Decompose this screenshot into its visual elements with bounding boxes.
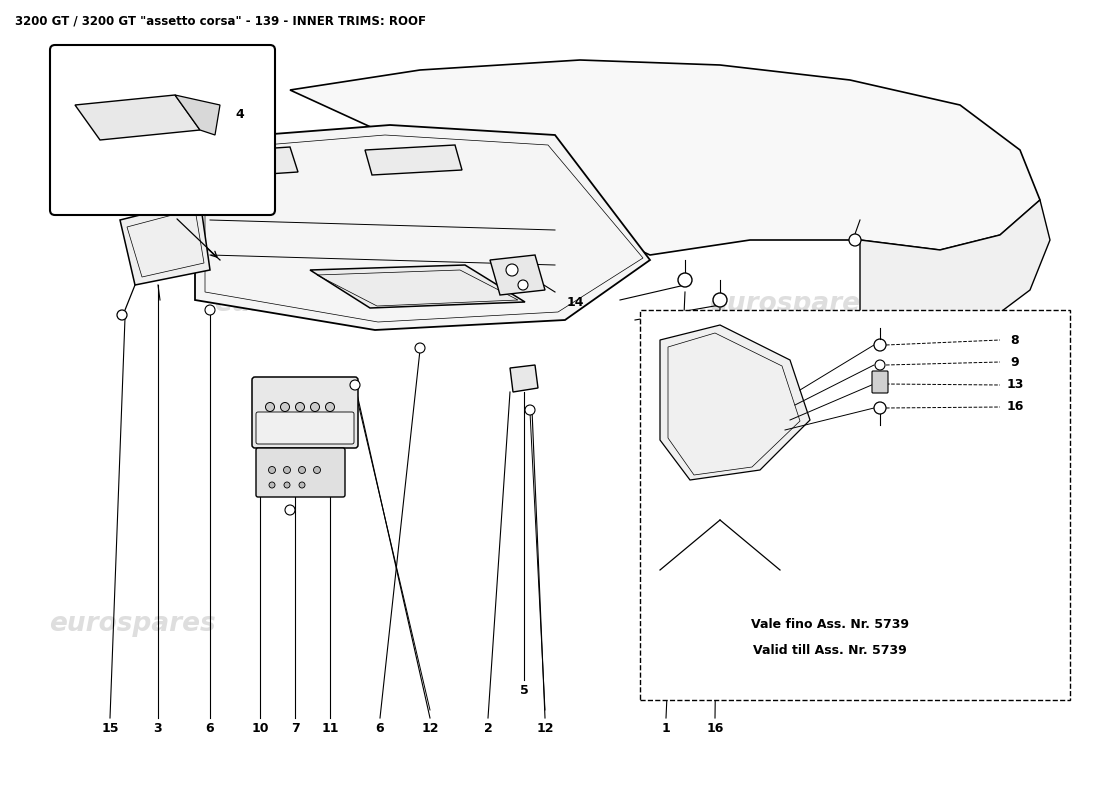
Text: 6: 6 bbox=[376, 722, 384, 734]
Text: 14: 14 bbox=[566, 297, 584, 310]
Text: 3200 GT / 3200 GT "assetto corsa" - 139 - INNER TRIMS: ROOF: 3200 GT / 3200 GT "assetto corsa" - 139 … bbox=[15, 15, 426, 28]
Text: 16: 16 bbox=[1006, 401, 1024, 414]
Circle shape bbox=[415, 343, 425, 353]
Circle shape bbox=[678, 273, 692, 287]
Text: 16: 16 bbox=[706, 722, 724, 734]
Circle shape bbox=[350, 380, 360, 390]
Circle shape bbox=[296, 402, 305, 411]
Text: 5: 5 bbox=[519, 683, 528, 697]
Polygon shape bbox=[175, 95, 220, 135]
FancyBboxPatch shape bbox=[256, 412, 354, 444]
Text: 4: 4 bbox=[235, 109, 244, 122]
Text: Valid till Ass. Nr. 5739: Valid till Ass. Nr. 5739 bbox=[754, 643, 906, 657]
Circle shape bbox=[310, 402, 319, 411]
Text: eurospares: eurospares bbox=[785, 611, 953, 637]
Circle shape bbox=[270, 482, 275, 488]
Text: 15: 15 bbox=[101, 722, 119, 734]
Polygon shape bbox=[490, 255, 544, 295]
Polygon shape bbox=[365, 145, 462, 175]
Polygon shape bbox=[120, 200, 210, 285]
FancyBboxPatch shape bbox=[50, 45, 275, 215]
Circle shape bbox=[525, 405, 535, 415]
Polygon shape bbox=[75, 95, 200, 140]
Text: 7: 7 bbox=[290, 722, 299, 734]
Circle shape bbox=[874, 402, 886, 414]
Polygon shape bbox=[195, 125, 650, 330]
Text: 11: 11 bbox=[321, 722, 339, 734]
Circle shape bbox=[265, 402, 275, 411]
Polygon shape bbox=[290, 60, 1040, 255]
Circle shape bbox=[268, 466, 275, 474]
Text: eurospares: eurospares bbox=[213, 291, 381, 317]
Text: 6: 6 bbox=[206, 722, 214, 734]
Circle shape bbox=[874, 339, 886, 351]
Text: 13: 13 bbox=[1006, 378, 1024, 391]
Text: 3: 3 bbox=[154, 722, 163, 734]
Circle shape bbox=[506, 264, 518, 276]
FancyBboxPatch shape bbox=[640, 310, 1070, 700]
FancyBboxPatch shape bbox=[872, 371, 888, 393]
Polygon shape bbox=[660, 325, 810, 480]
Text: 12: 12 bbox=[421, 722, 439, 734]
Text: 8: 8 bbox=[1011, 334, 1020, 346]
Circle shape bbox=[285, 505, 295, 515]
FancyBboxPatch shape bbox=[252, 377, 358, 448]
Text: 10: 10 bbox=[251, 722, 268, 734]
Circle shape bbox=[284, 482, 290, 488]
Text: Vale fino Ass. Nr. 5739: Vale fino Ass. Nr. 5739 bbox=[751, 618, 909, 631]
Circle shape bbox=[849, 234, 861, 246]
Circle shape bbox=[280, 402, 289, 411]
Circle shape bbox=[284, 466, 290, 474]
Text: 9: 9 bbox=[1011, 355, 1020, 369]
Text: eurospares: eurospares bbox=[48, 611, 216, 637]
Polygon shape bbox=[860, 200, 1050, 335]
Circle shape bbox=[314, 466, 320, 474]
Circle shape bbox=[117, 310, 126, 320]
Text: 2: 2 bbox=[484, 722, 493, 734]
Circle shape bbox=[713, 293, 727, 307]
Circle shape bbox=[299, 482, 305, 488]
Polygon shape bbox=[214, 147, 298, 177]
Circle shape bbox=[518, 280, 528, 290]
Circle shape bbox=[326, 402, 334, 411]
Text: 12: 12 bbox=[537, 722, 553, 734]
Circle shape bbox=[205, 305, 214, 315]
Circle shape bbox=[298, 466, 306, 474]
Polygon shape bbox=[510, 365, 538, 392]
Polygon shape bbox=[310, 265, 525, 308]
Text: 1: 1 bbox=[661, 722, 670, 734]
Circle shape bbox=[874, 360, 886, 370]
FancyBboxPatch shape bbox=[256, 448, 345, 497]
Text: eurospares: eurospares bbox=[708, 291, 876, 317]
